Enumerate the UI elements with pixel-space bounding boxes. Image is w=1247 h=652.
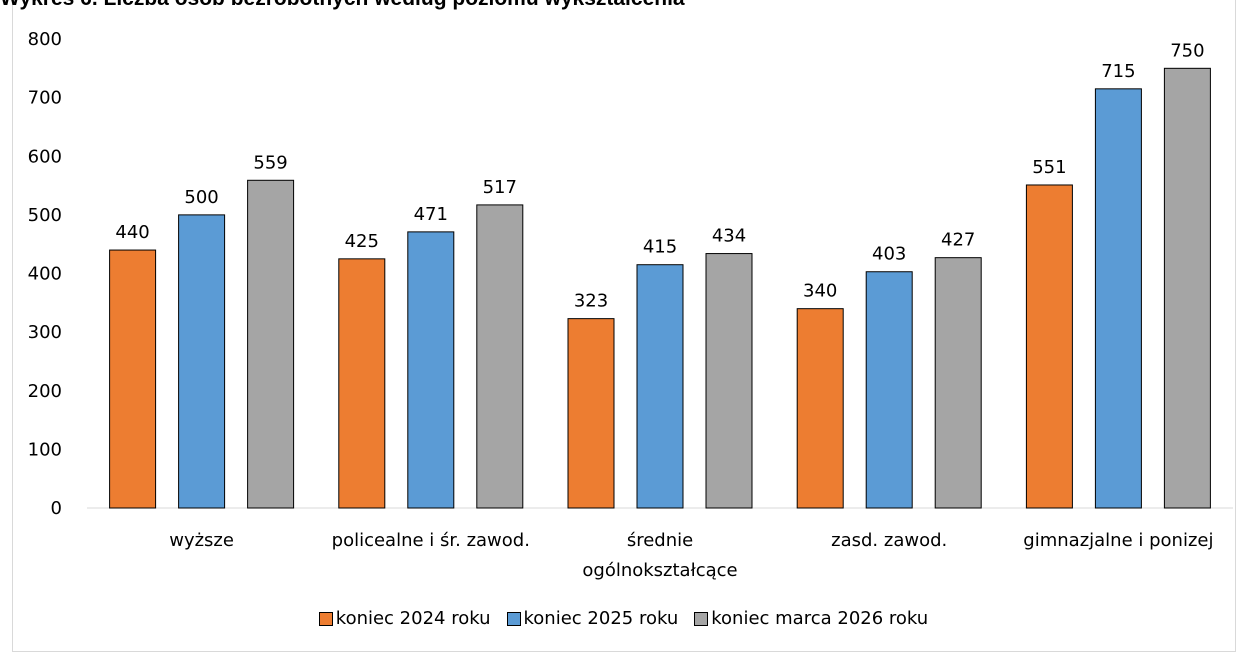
bar: [934, 257, 982, 509]
y-tick-label: 100: [28, 439, 62, 460]
data-label: 340: [803, 281, 837, 302]
bar: [476, 204, 524, 509]
legend-item: koniec marca 2026 roku: [694, 608, 928, 629]
legend-item: koniec 2025 roku: [506, 608, 679, 629]
y-tick-label: 700: [28, 88, 62, 109]
data-label: 750: [1170, 40, 1204, 61]
bar: [1025, 184, 1073, 509]
x-tick-label: zasd. zawod.: [831, 530, 947, 551]
data-label: 715: [1101, 61, 1135, 82]
data-label: 559: [253, 152, 287, 173]
bar: [247, 179, 295, 509]
legend-label: koniec 2024 roku: [335, 608, 491, 629]
bar: [636, 264, 684, 509]
data-label: 517: [483, 177, 517, 198]
y-tick-label: 300: [28, 322, 62, 343]
legend: koniec 2024 roku koniec 2025 roku koniec…: [0, 608, 1247, 629]
y-tick-label: 400: [28, 264, 62, 285]
data-label: 323: [574, 291, 608, 312]
data-label: 434: [712, 226, 746, 247]
data-label: 415: [643, 237, 677, 258]
bar: [796, 308, 844, 509]
legend-swatch: [506, 611, 521, 626]
data-label: 440: [115, 222, 149, 243]
x-tick-label: gimnazjalne i ponizej: [1023, 530, 1213, 551]
x-tick-label: średnie: [627, 530, 693, 551]
data-label: 500: [184, 187, 218, 208]
bar: [705, 253, 753, 509]
chart-title: Wykres 6. Liczba osób bezrobotnych wedłu…: [0, 0, 685, 11]
data-label: 551: [1032, 157, 1066, 178]
y-tick-label: 800: [28, 29, 62, 50]
bar: [1094, 88, 1142, 509]
y-tick-label: 500: [28, 205, 62, 226]
bar: [178, 214, 226, 509]
legend-item: koniec 2024 roku: [318, 608, 491, 629]
legend-label: koniec 2025 roku: [523, 608, 679, 629]
y-tick-label: 0: [51, 498, 62, 519]
y-tick-label: 600: [28, 146, 62, 167]
bar: [109, 249, 157, 509]
legend-swatch: [694, 611, 709, 626]
bar: [567, 318, 615, 509]
legend-swatch: [318, 611, 333, 626]
data-label: 403: [872, 244, 906, 265]
x-tick-label: policealne i śr. zawod.: [332, 530, 530, 551]
bar: [407, 231, 455, 509]
data-label: 427: [941, 230, 975, 251]
bar: [1163, 67, 1211, 509]
x-tick-label: ogólnokształcące: [582, 560, 737, 581]
bar: [338, 258, 386, 509]
x-tick-label: wyższe: [169, 530, 234, 551]
bar: [865, 271, 913, 509]
data-label: 471: [414, 204, 448, 225]
legend-label: koniec marca 2026 roku: [711, 608, 929, 629]
y-tick-label: 200: [28, 381, 62, 402]
data-label: 425: [345, 231, 379, 252]
bar-chart: 0 100 200 300 400 500 600 700 800 440 500 559 wyższe…: [28, 29, 1233, 581]
